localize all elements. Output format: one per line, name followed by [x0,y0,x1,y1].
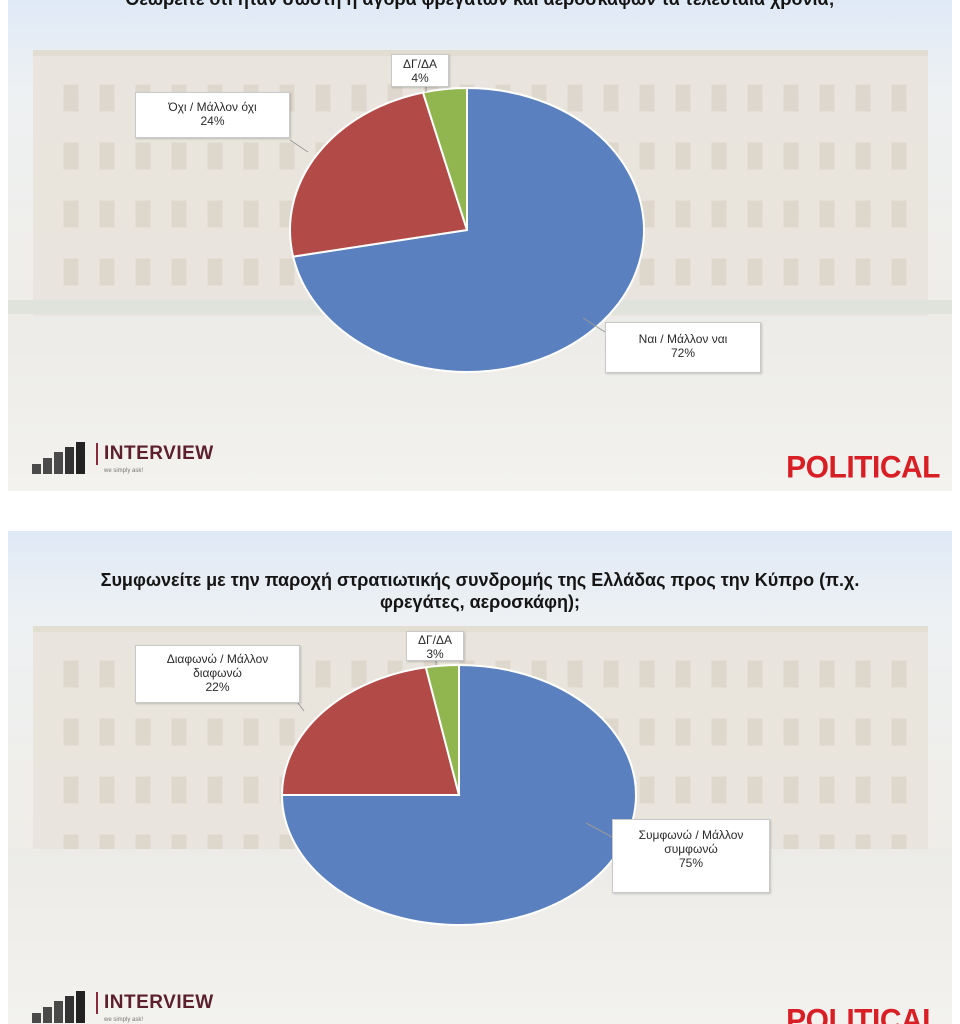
slice-label-value: 24% [200,114,225,128]
pie-slice-minor [289,91,469,258]
leader-line [289,139,309,153]
political-logo: POLITICAL [786,1003,940,1024]
leader-line [297,702,305,712]
political-logo: POLITICAL [786,450,940,485]
slice-label-text: Διαφωνώ / Μάλλον διαφωνώ [166,652,269,680]
pie-chart [289,86,645,373]
slice-label-value: 75% [678,856,704,870]
leader-line [582,317,606,333]
pie-slice-undecided [424,663,460,796]
interview-wordmark: INTERVIEW [96,443,214,465]
interview-logo: INTERVIEW we simply ask! [32,441,262,481]
pie-chart [280,659,637,926]
slice-label-text: Συμφωνώ / Μάλλον συμφωνώ [638,828,744,856]
slice-label-agree: Συμφωνώ / Μάλλον συμφωνώ 75% [612,819,770,893]
slice-label-text: Όχι / Μάλλον όχι [168,100,257,114]
slice-label-disagree: Διαφωνώ / Μάλλον διαφωνώ 22% [135,645,300,703]
leader-line [585,822,613,838]
chart-title: Συμφωνείτε με την παροχή στρατιωτικής συ… [100,570,860,612]
pie-slice-minor [280,666,461,796]
interview-wordmark: INTERVIEW [96,992,214,1014]
slice-label-text: ΔΓ/ΔΑ [418,633,452,647]
slice-label-dk: ΔΓ/ΔΑ 3% [406,631,464,661]
slice-label-text: Ναι / Μάλλον ναι [638,332,728,346]
slice-label-yes: Ναι / Μάλλον ναι 72% [605,322,761,373]
interview-tagline: we simply ask! [104,1017,144,1023]
slice-label-value: 3% [426,647,444,661]
slice-label-value: 4% [411,71,429,85]
chart-panel-2: Συμφωνείτε με την παροχή στρατιωτικής συ… [8,531,952,1024]
interview-logo: INTERVIEW we simply ask! [32,990,262,1024]
slice-label-dk: ΔΓ/ΔΑ 4% [391,54,449,87]
interview-tagline: we simply ask! [104,468,144,474]
chart-title: Θεωρείτε ότι ήταν σωστή η αγορά φρεγατών… [88,0,872,10]
pie-slice-major [280,663,637,926]
pie-slice-undecided [421,86,468,231]
slice-label-value: 22% [205,680,230,694]
slice-label-text: ΔΓ/ΔΑ [403,57,437,71]
slice-label-value: 72% [670,346,696,360]
slice-label-no: Όχι / Μάλλον όχι 24% [135,92,290,138]
pie-slice-major [291,86,645,373]
chart-panel-1: Θεωρείτε ότι ήταν σωστή η αγορά φρεγατών… [8,0,952,491]
